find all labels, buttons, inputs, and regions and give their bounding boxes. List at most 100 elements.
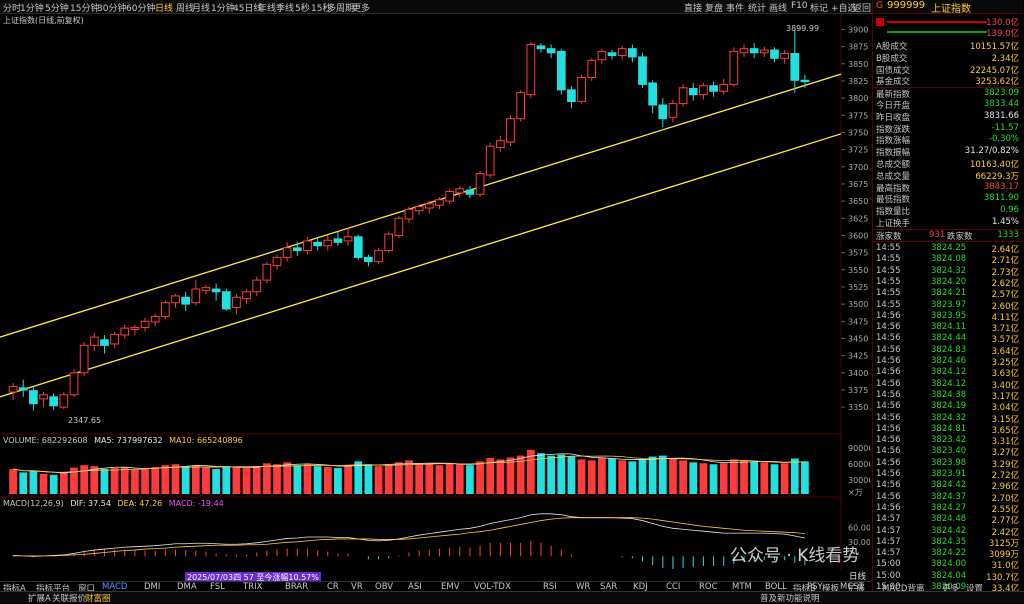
volume-bar (415, 463, 424, 494)
tick-time: 14:55 (876, 254, 901, 265)
timeframe-11[interactable]: 年线 (258, 4, 277, 14)
toolbar-right-2[interactable]: 事件 (726, 4, 745, 14)
indicator-tab-4[interactable]: DMI (144, 582, 161, 592)
volume-bar (232, 467, 241, 494)
timeframe-7[interactable]: 周线 (176, 4, 195, 14)
indicator-tab-18[interactable]: KDJ (633, 582, 648, 592)
indicator-tab-26[interactable]: 更多 (942, 584, 960, 594)
tick-amount: 3.04亿 (991, 403, 1019, 414)
indicator-tab-2[interactable]: 窗口 (78, 584, 96, 594)
kline-chart[interactable]: 3900 3875 3850 3825 3800 3775 3750 3725 3700 3675… (0, 14, 870, 583)
status-link-2[interactable]: 财富圈 (85, 594, 111, 604)
indicator-tab-20[interactable]: ROC (699, 582, 718, 592)
toolbar-right-6[interactable]: 标记 (810, 4, 829, 14)
toolbar-right-1[interactable]: 复盘 (705, 4, 724, 14)
timeframe-15[interactable]: 多周期 (327, 4, 355, 14)
tick-amount: 2.70亿 (991, 493, 1019, 504)
indicator-tab-9[interactable]: CR (327, 582, 339, 592)
status-link-1[interactable]: 关联报价 (52, 594, 87, 604)
indicator-tab-14[interactable]: VOL-TDX (474, 582, 511, 592)
indicator-tab-16[interactable]: WR (576, 582, 591, 592)
candle-body (384, 233, 394, 252)
tick-price: 3824.27 (931, 502, 967, 513)
candle-body (567, 89, 576, 103)
indicator-tab-13[interactable]: EMV (441, 582, 460, 592)
volume-bar (709, 464, 718, 494)
timeframe-2[interactable]: 5分钟 (45, 4, 69, 14)
y-tick-label: 3400 (848, 369, 868, 378)
indicator-tab-8[interactable]: BRAR (285, 582, 309, 592)
indicator-tab-17[interactable]: SAR (600, 582, 618, 592)
indicator-tab-5[interactable]: DMA (177, 582, 197, 592)
tick-row: 14:55 3823.97 2.60亿 (873, 300, 1023, 312)
stat-label: 指数量比 (876, 207, 911, 218)
tick-amount: 4.11亿 (991, 312, 1019, 323)
candle-body (719, 83, 729, 92)
timeframe-5[interactable]: 60分钟 (126, 4, 156, 14)
tick-price: 3824.32 (931, 412, 967, 423)
indicator-tab-7[interactable]: TRIX (243, 582, 263, 592)
volume-bar (770, 464, 779, 494)
timeframe-10[interactable]: 45日线 (233, 4, 263, 14)
status-link-0[interactable]: 扩展A (28, 594, 51, 604)
toolbar-right-8[interactable]: 返回 (853, 4, 872, 14)
chart-canvas[interactable]: 3900 3875 3850 3825 3800 3775 3750 3725 3700 3675… (0, 14, 870, 570)
y-tick-label: 3575 (848, 249, 868, 258)
candle-body (181, 296, 191, 305)
volume-bar (486, 458, 495, 494)
stat-label: 昨日收盘 (876, 112, 911, 123)
timeframe-3[interactable]: 15分钟 (70, 4, 100, 14)
timeframe-16[interactable]: 更多 (352, 4, 371, 14)
indicator-tab-23[interactable]: PSY (807, 582, 823, 592)
stat-row: 总成交量 66229.3万 (873, 170, 1023, 182)
indicator-tab-24[interactable]: MCST (840, 582, 864, 592)
indicator-right-1[interactable]: 模板 (822, 584, 840, 594)
tick-amount: 33.4亿 (991, 584, 1019, 594)
timeframe-8[interactable]: 月线 (192, 4, 211, 14)
volume-bar (293, 465, 302, 494)
indicator-tab-12[interactable]: ASI (408, 582, 422, 592)
volume-bar (131, 470, 139, 494)
toolbar-right-7[interactable]: +自选 (831, 4, 857, 14)
indicator-tab-10[interactable]: VR (351, 582, 363, 592)
indicator-tab-11[interactable]: OBV (375, 582, 394, 592)
y-tick-label: 3900 (848, 25, 868, 34)
indicator-tab-27[interactable]: 设置 (966, 584, 984, 594)
stat-value: -0.30% (988, 134, 1019, 145)
candle-body (150, 315, 160, 323)
indicator-tab-1[interactable]: 指标平台 (36, 584, 71, 594)
toolbar-right-5[interactable]: F10 (791, 1, 808, 11)
tick-row: 14:56 3824.37 2.70亿 (873, 492, 1023, 504)
indicator-tab-15[interactable]: RSI (543, 582, 557, 592)
timeframe-14[interactable]: 15秒 (311, 4, 332, 14)
volume-bar (323, 467, 332, 494)
stat-value: 1.45% (991, 217, 1019, 227)
volume-label: VOLUME: 682292608 (3, 436, 88, 445)
indicator-tab-25[interactable]: MACD背离 (882, 584, 925, 594)
candle-body (759, 49, 769, 54)
toolbar-right-4[interactable]: 画线 (769, 4, 788, 14)
timeframe-12[interactable]: 季线 (276, 4, 295, 14)
indicator-right-2[interactable]: 扩展 (848, 584, 866, 594)
indicator-tab-6[interactable]: FSL (210, 582, 225, 592)
timeframe-9[interactable]: 1分钟 (211, 4, 235, 14)
volume-bar (120, 467, 129, 494)
timeframe-4[interactable]: 30分钟 (97, 4, 127, 14)
timeframe-6[interactable]: 日线 (155, 4, 174, 14)
toolbar-right-3[interactable]: 统计 (748, 4, 767, 14)
timeframe-0[interactable]: 分时 (3, 4, 22, 14)
tick-time: 14:56 (876, 423, 901, 434)
candle-body (414, 206, 424, 212)
toolbar-right-0[interactable]: 直接 (684, 4, 703, 14)
indicator-tab-21[interactable]: MTM (732, 582, 752, 592)
indicator-tab-3[interactable]: MACD (102, 582, 128, 592)
indicator-tab-22[interactable]: BOLL (765, 582, 787, 592)
timeframe-13[interactable]: 5秒 (295, 4, 310, 14)
feature-notice[interactable]: 普及新功能说明 (760, 594, 820, 604)
stat-row: 基金成交 3253.62亿 (873, 75, 1023, 87)
indicator-right-0[interactable]: 指标B (793, 584, 816, 594)
indicator-tab-19[interactable]: CCI (666, 582, 681, 592)
volume-bar (384, 465, 393, 494)
timeframe-1[interactable]: 1分钟 (20, 4, 44, 14)
indicator-tab-0[interactable]: 指标A (3, 584, 26, 594)
